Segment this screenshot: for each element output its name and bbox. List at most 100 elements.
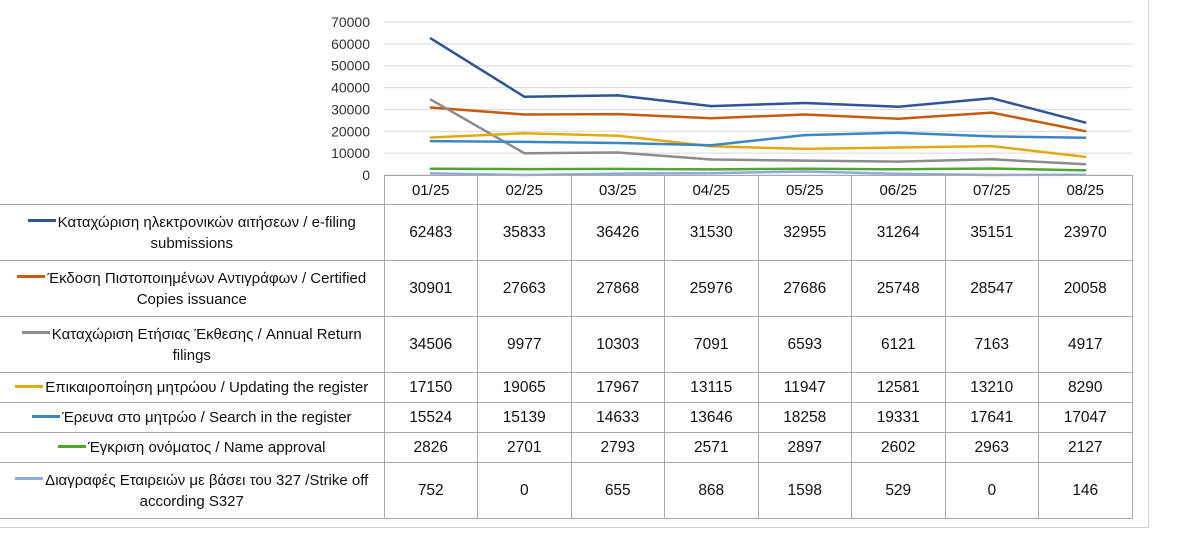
data-point — [523, 151, 526, 155]
data-label: 23970 — [1038, 204, 1133, 261]
data-point — [1084, 163, 1087, 166]
series-line-2 — [430, 106, 1086, 133]
legend-swatch — [27, 219, 56, 223]
legend-entry: Επικαιροποίηση μητρώου / Updating the re… — [0, 372, 385, 403]
x-tick-label: 07/25 — [944, 175, 1039, 205]
data-label: 12581 — [851, 372, 946, 403]
data-label: 11947 — [757, 372, 852, 403]
data-label: 9977 — [477, 316, 572, 373]
series-line-7 — [430, 170, 1086, 177]
data-label: 13210 — [944, 372, 1039, 403]
data-label: 1598 — [757, 462, 852, 519]
data-point — [523, 167, 526, 171]
data-label: 2701 — [477, 432, 572, 463]
data-point — [803, 113, 806, 116]
data-point — [897, 168, 900, 171]
data-label: 2963 — [944, 432, 1039, 463]
data-label: 655 — [570, 462, 665, 519]
data-point — [710, 117, 713, 120]
data-label: 0 — [944, 462, 1039, 519]
y-tick-label: 20000 — [331, 123, 370, 139]
data-label: 25748 — [851, 260, 946, 317]
data-label: 31530 — [664, 204, 759, 261]
data-point — [990, 144, 993, 148]
data-label: 529 — [851, 462, 946, 519]
data-point — [710, 104, 713, 108]
y-tick-label: 0 — [362, 167, 370, 183]
data-label: 17150 — [383, 372, 478, 403]
data-label: 13115 — [664, 372, 759, 403]
y-tick-label: 40000 — [331, 80, 370, 96]
data-label: 18258 — [757, 402, 852, 433]
table-row: Έρευνα στο μητρώο / Search in the regist… — [0, 402, 1133, 433]
y-tick-label: 30000 — [331, 101, 370, 117]
y-tick-label: 10000 — [331, 145, 370, 161]
data-label: 62483 — [383, 204, 478, 261]
data-point — [429, 37, 432, 40]
data-point — [990, 96, 993, 100]
data-label: 30901 — [383, 260, 478, 317]
legend-entry: Έγκριση ονόματος / Name approval — [0, 432, 385, 463]
data-point — [897, 131, 900, 134]
chart-frame — [0, 0, 1149, 528]
data-point — [897, 172, 900, 176]
legend-entry: Διαγραφές Εταιρειών με βάσει του 327 /St… — [0, 462, 385, 519]
data-label: 36426 — [570, 204, 665, 261]
series-name: Καταχώριση Ετήσιας Έκθεσης / Annual Retu… — [51, 325, 362, 364]
data-label: 27663 — [477, 260, 572, 317]
data-label: 14633 — [570, 402, 665, 433]
series-line-6 — [430, 167, 1086, 172]
data-point — [1084, 169, 1087, 172]
data-point — [990, 167, 993, 170]
series-line-5 — [430, 131, 1086, 147]
data-point — [616, 94, 619, 97]
data-point — [710, 168, 713, 171]
data-point — [803, 170, 806, 173]
data-point — [523, 140, 526, 144]
data-point — [1084, 129, 1087, 133]
data-label: 868 — [664, 462, 759, 519]
series-name: Έκδοση Πιστοποιημένων Αντιγράφων / Certi… — [47, 269, 367, 308]
data-label: 7163 — [944, 316, 1039, 373]
data-label: 4917 — [1038, 316, 1133, 373]
data-point — [897, 117, 900, 120]
data-point — [523, 113, 526, 116]
data-label: 20058 — [1038, 260, 1133, 317]
data-point — [616, 141, 619, 145]
data-label: 8290 — [1038, 372, 1133, 403]
data-point — [616, 112, 619, 116]
legend-swatch — [21, 331, 50, 335]
data-point — [803, 147, 806, 151]
legend-entry: Έκδοση Πιστοποιημένων Αντιγράφων / Certi… — [0, 260, 385, 317]
data-label: 0 — [477, 462, 572, 519]
data-point — [616, 167, 619, 171]
table-row: Έγκριση ονόματος / Name approval 2826 2701… — [0, 432, 1133, 463]
data-point — [897, 146, 900, 149]
x-tick-label: 04/25 — [664, 175, 759, 205]
data-label: 17047 — [1038, 402, 1133, 433]
data-label: 32955 — [757, 204, 852, 261]
data-label: 2602 — [851, 432, 946, 463]
table-row: Καταχώριση ηλεκτρονικών αιτήσεων / e-fil… — [0, 204, 1133, 261]
data-point — [990, 158, 993, 161]
legend-swatch — [15, 384, 44, 388]
data-label: 19331 — [851, 402, 946, 433]
series-name: Επικαιροποίηση μητρώου / Updating the re… — [45, 379, 369, 396]
data-point — [429, 98, 432, 101]
data-label: 17967 — [570, 372, 665, 403]
data-label: 27686 — [757, 260, 852, 317]
series-name: Καταχώριση ηλεκτρονικών αιτήσεων / e-fil… — [57, 213, 356, 252]
series-line-1 — [430, 37, 1086, 124]
series-line-3 — [430, 98, 1086, 166]
series-name: Έρευνα στο μητρώο / Search in the regist… — [61, 409, 352, 426]
x-tick-label: 08/25 — [1038, 175, 1133, 205]
data-label: 6121 — [851, 316, 946, 373]
data-point — [616, 172, 619, 175]
data-label: 31264 — [851, 204, 946, 261]
data-point — [1084, 136, 1087, 139]
data-point — [990, 111, 993, 114]
table-row: Διαγραφές Εταιρειών με βάσει του 327 /St… — [0, 462, 1133, 519]
legend-entry: Καταχώριση Ετήσιας Έκθεσης / Annual Retu… — [0, 316, 385, 373]
data-table: 01/25 02/25 03/25 04/25 05/25 06/25 07/25 08/25… — [0, 175, 1133, 519]
